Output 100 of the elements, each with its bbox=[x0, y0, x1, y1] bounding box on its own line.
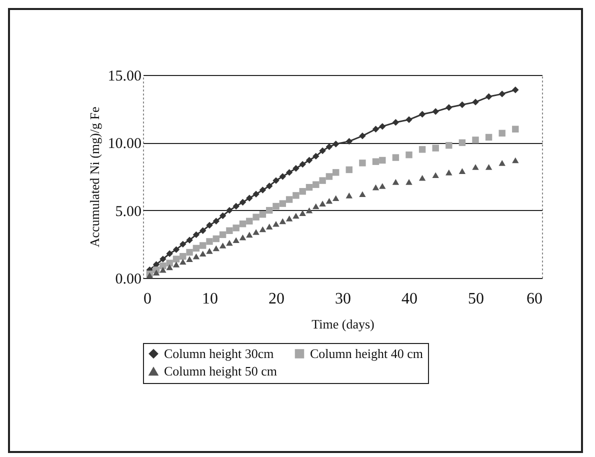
point bbox=[472, 136, 479, 144]
point bbox=[346, 166, 353, 174]
point bbox=[372, 184, 380, 190]
point bbox=[346, 138, 353, 145]
point bbox=[379, 183, 386, 189]
point bbox=[485, 93, 492, 100]
point bbox=[192, 253, 200, 260]
y-tick-label: 5.00 bbox=[115, 204, 142, 220]
point bbox=[306, 156, 313, 164]
point bbox=[232, 202, 240, 210]
point bbox=[180, 252, 186, 260]
point bbox=[418, 110, 426, 118]
point bbox=[372, 126, 380, 132]
point bbox=[432, 172, 439, 178]
point bbox=[319, 200, 326, 206]
y-tick-label: 0.00 bbox=[115, 272, 142, 288]
point bbox=[232, 237, 240, 244]
point bbox=[306, 207, 313, 214]
point bbox=[498, 130, 506, 137]
point bbox=[186, 248, 193, 256]
point bbox=[160, 256, 166, 262]
x-tick-label: 0 bbox=[144, 290, 152, 308]
point bbox=[286, 216, 293, 222]
legend-label: Column height 30cm bbox=[164, 346, 274, 361]
point bbox=[206, 238, 213, 245]
x-tick-label: 30 bbox=[335, 290, 351, 308]
point bbox=[332, 169, 340, 176]
point bbox=[299, 210, 306, 216]
point bbox=[160, 262, 166, 270]
point bbox=[186, 256, 193, 262]
point bbox=[406, 151, 412, 158]
point bbox=[199, 227, 206, 234]
point bbox=[406, 116, 412, 124]
point bbox=[239, 220, 246, 228]
point bbox=[226, 240, 233, 246]
y-tick-label: 15.00 bbox=[108, 68, 142, 84]
point bbox=[432, 108, 439, 115]
point bbox=[458, 139, 466, 146]
point bbox=[346, 192, 353, 198]
point bbox=[292, 165, 300, 172]
point bbox=[319, 147, 326, 154]
point bbox=[199, 250, 206, 257]
point bbox=[292, 212, 300, 219]
point bbox=[406, 179, 412, 185]
point bbox=[418, 146, 426, 153]
point bbox=[279, 173, 286, 180]
point bbox=[512, 86, 519, 94]
point bbox=[172, 262, 180, 268]
x-tick-label: 60 bbox=[526, 290, 542, 308]
point bbox=[272, 220, 280, 227]
point bbox=[472, 164, 479, 170]
point bbox=[312, 181, 320, 188]
point bbox=[226, 227, 233, 234]
x-tick-label: 10 bbox=[202, 290, 218, 308]
point bbox=[226, 206, 233, 214]
point bbox=[266, 206, 273, 214]
y-axis-title: Accumulated Ni (mg)/g Fe bbox=[86, 106, 102, 248]
point bbox=[259, 226, 266, 232]
point bbox=[472, 98, 479, 106]
point bbox=[498, 90, 506, 98]
point bbox=[418, 174, 426, 181]
point bbox=[252, 229, 260, 235]
point bbox=[172, 256, 180, 262]
point bbox=[292, 192, 300, 199]
point bbox=[458, 101, 466, 108]
point bbox=[279, 200, 286, 207]
point bbox=[485, 164, 492, 170]
point bbox=[266, 224, 273, 230]
point bbox=[332, 140, 340, 148]
point bbox=[266, 182, 273, 190]
point bbox=[172, 246, 180, 253]
point bbox=[432, 144, 439, 152]
point bbox=[219, 212, 226, 220]
point bbox=[299, 188, 306, 195]
point bbox=[485, 134, 492, 141]
point bbox=[446, 104, 452, 111]
x-tick-label: 20 bbox=[268, 290, 284, 308]
point bbox=[232, 224, 240, 232]
point bbox=[192, 231, 200, 238]
point bbox=[219, 231, 226, 238]
point bbox=[312, 152, 320, 160]
point bbox=[326, 198, 333, 204]
point bbox=[512, 126, 519, 132]
point bbox=[199, 242, 206, 249]
y-tick-label: 10.00 bbox=[108, 136, 142, 152]
point bbox=[206, 222, 213, 229]
point bbox=[286, 196, 293, 203]
point bbox=[166, 264, 173, 270]
point bbox=[212, 218, 220, 225]
point bbox=[212, 245, 220, 252]
point bbox=[359, 191, 366, 197]
point bbox=[252, 214, 260, 220]
point bbox=[272, 202, 280, 210]
point bbox=[272, 177, 280, 184]
x-tick-label: 50 bbox=[468, 290, 484, 308]
point bbox=[259, 211, 266, 218]
point bbox=[512, 157, 519, 164]
point bbox=[379, 156, 386, 164]
point bbox=[180, 258, 186, 265]
point bbox=[152, 270, 160, 276]
